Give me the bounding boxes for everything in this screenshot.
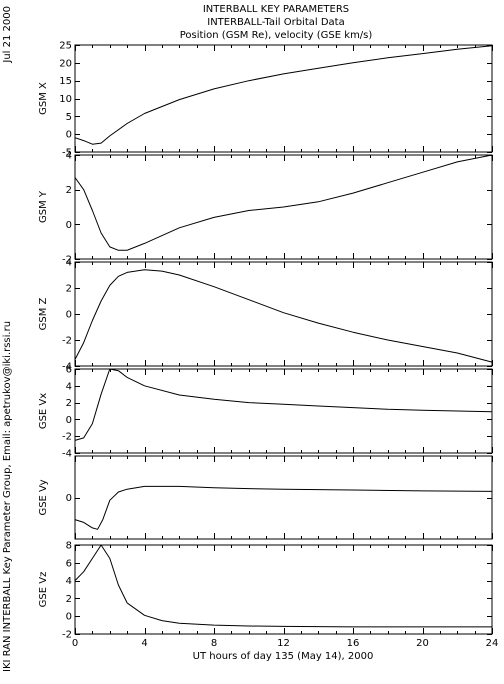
x-tick-label: 12	[277, 638, 290, 649]
title-line-3: Position (GSM Re), velocity (GSE km/s)	[180, 30, 373, 41]
y-tick-label-gsm-x: 25	[59, 41, 72, 52]
x-tick-label: 0	[72, 638, 78, 649]
y-axis-label-gse-vz: GSE Vz	[38, 572, 49, 608]
y-tick-label-gse-vy: 0	[66, 493, 72, 504]
x-axis-label: UT hours of day 135 (May 14), 2000	[193, 651, 374, 662]
y-tick-label-gse-vx: 2	[66, 398, 72, 409]
x-tick-label: 8	[211, 638, 217, 649]
x-tick-label: 20	[416, 638, 429, 649]
y-tick-label-gse-vx: -2	[62, 432, 72, 443]
y-tick-label-gse-vx: 6	[66, 365, 72, 376]
y-axis-label-gsm-x: GSM X	[38, 82, 49, 115]
credit-text: IKI RAN INTERBALL Key Parameter Group, E…	[2, 321, 13, 672]
y-tick-label-gsm-z: 4	[66, 258, 72, 269]
x-tick-label: 24	[486, 638, 499, 649]
panel-frame-gse-vz	[74, 544, 493, 635]
y-tick-label-gsm-z: 2	[66, 284, 72, 295]
x-tick-label: 4	[141, 638, 147, 649]
title-line-2: INTERBALL-Tail Orbital Data	[207, 17, 344, 28]
series-line-gsm-z	[74, 269, 493, 363]
y-axis-label-gsm-y: GSM Y	[38, 190, 49, 223]
series-line-gsm-x	[74, 45, 493, 145]
y-tick-label-gsm-x: 15	[59, 76, 72, 87]
y-tick-label-gsm-x: 5	[66, 112, 72, 123]
series-line-gse-vx	[74, 368, 493, 441]
panel-frame-gsm-x	[74, 44, 493, 153]
date-stamp: Jul 21 2000	[2, 6, 13, 64]
y-tick-label-gsm-y: 4	[66, 151, 72, 162]
y-tick-label-gse-vz: 2	[66, 594, 72, 605]
panel-frame-gse-vx	[74, 368, 493, 454]
title-line-1: INTERBALL KEY PARAMETERS	[203, 4, 349, 15]
series-line-gsm-y	[74, 154, 493, 251]
y-tick-label-gse-vx: -4	[62, 449, 72, 460]
panel-frame-gse-vy	[74, 455, 493, 540]
y-tick-label-gse-vz: 0	[66, 612, 72, 623]
y-tick-label-gse-vz: -2	[62, 630, 72, 641]
y-tick-label-gse-vz: 4	[66, 576, 72, 587]
series-line-gse-vz	[74, 544, 492, 628]
y-axis-label-gse-vy: GSE Vy	[38, 479, 49, 515]
panel-frame-gsm-y	[74, 154, 493, 260]
series-line-gse-vy	[74, 485, 493, 530]
y-tick-label-gsm-x: 0	[66, 130, 72, 141]
y-tick-label-gsm-x: 10	[59, 94, 72, 105]
y-tick-label-gse-vz: 8	[66, 541, 72, 552]
y-axis-label-gsm-z: GSM Z	[38, 297, 49, 330]
y-tick-label-gsm-z: -2	[62, 336, 72, 347]
panel-frame-gsm-z	[74, 261, 493, 367]
y-axis-label-gse-vx: GSE Vx	[38, 393, 49, 429]
x-tick-label: 16	[347, 638, 360, 649]
y-tick-label-gsm-z: -4	[62, 362, 72, 373]
y-tick-label-gsm-y: -2	[62, 255, 72, 266]
y-tick-label-gse-vz: 6	[66, 558, 72, 569]
y-tick-label-gse-vx: 4	[66, 381, 72, 392]
y-tick-label-gse-vx: 0	[66, 415, 72, 426]
y-tick-label-gsm-x: -5	[62, 148, 72, 159]
y-tick-label-gsm-z: 0	[66, 310, 72, 321]
y-tick-label-gsm-y: 2	[66, 185, 72, 196]
y-tick-label-gsm-x: 20	[59, 58, 72, 69]
y-tick-label-gsm-y: 0	[66, 220, 72, 231]
